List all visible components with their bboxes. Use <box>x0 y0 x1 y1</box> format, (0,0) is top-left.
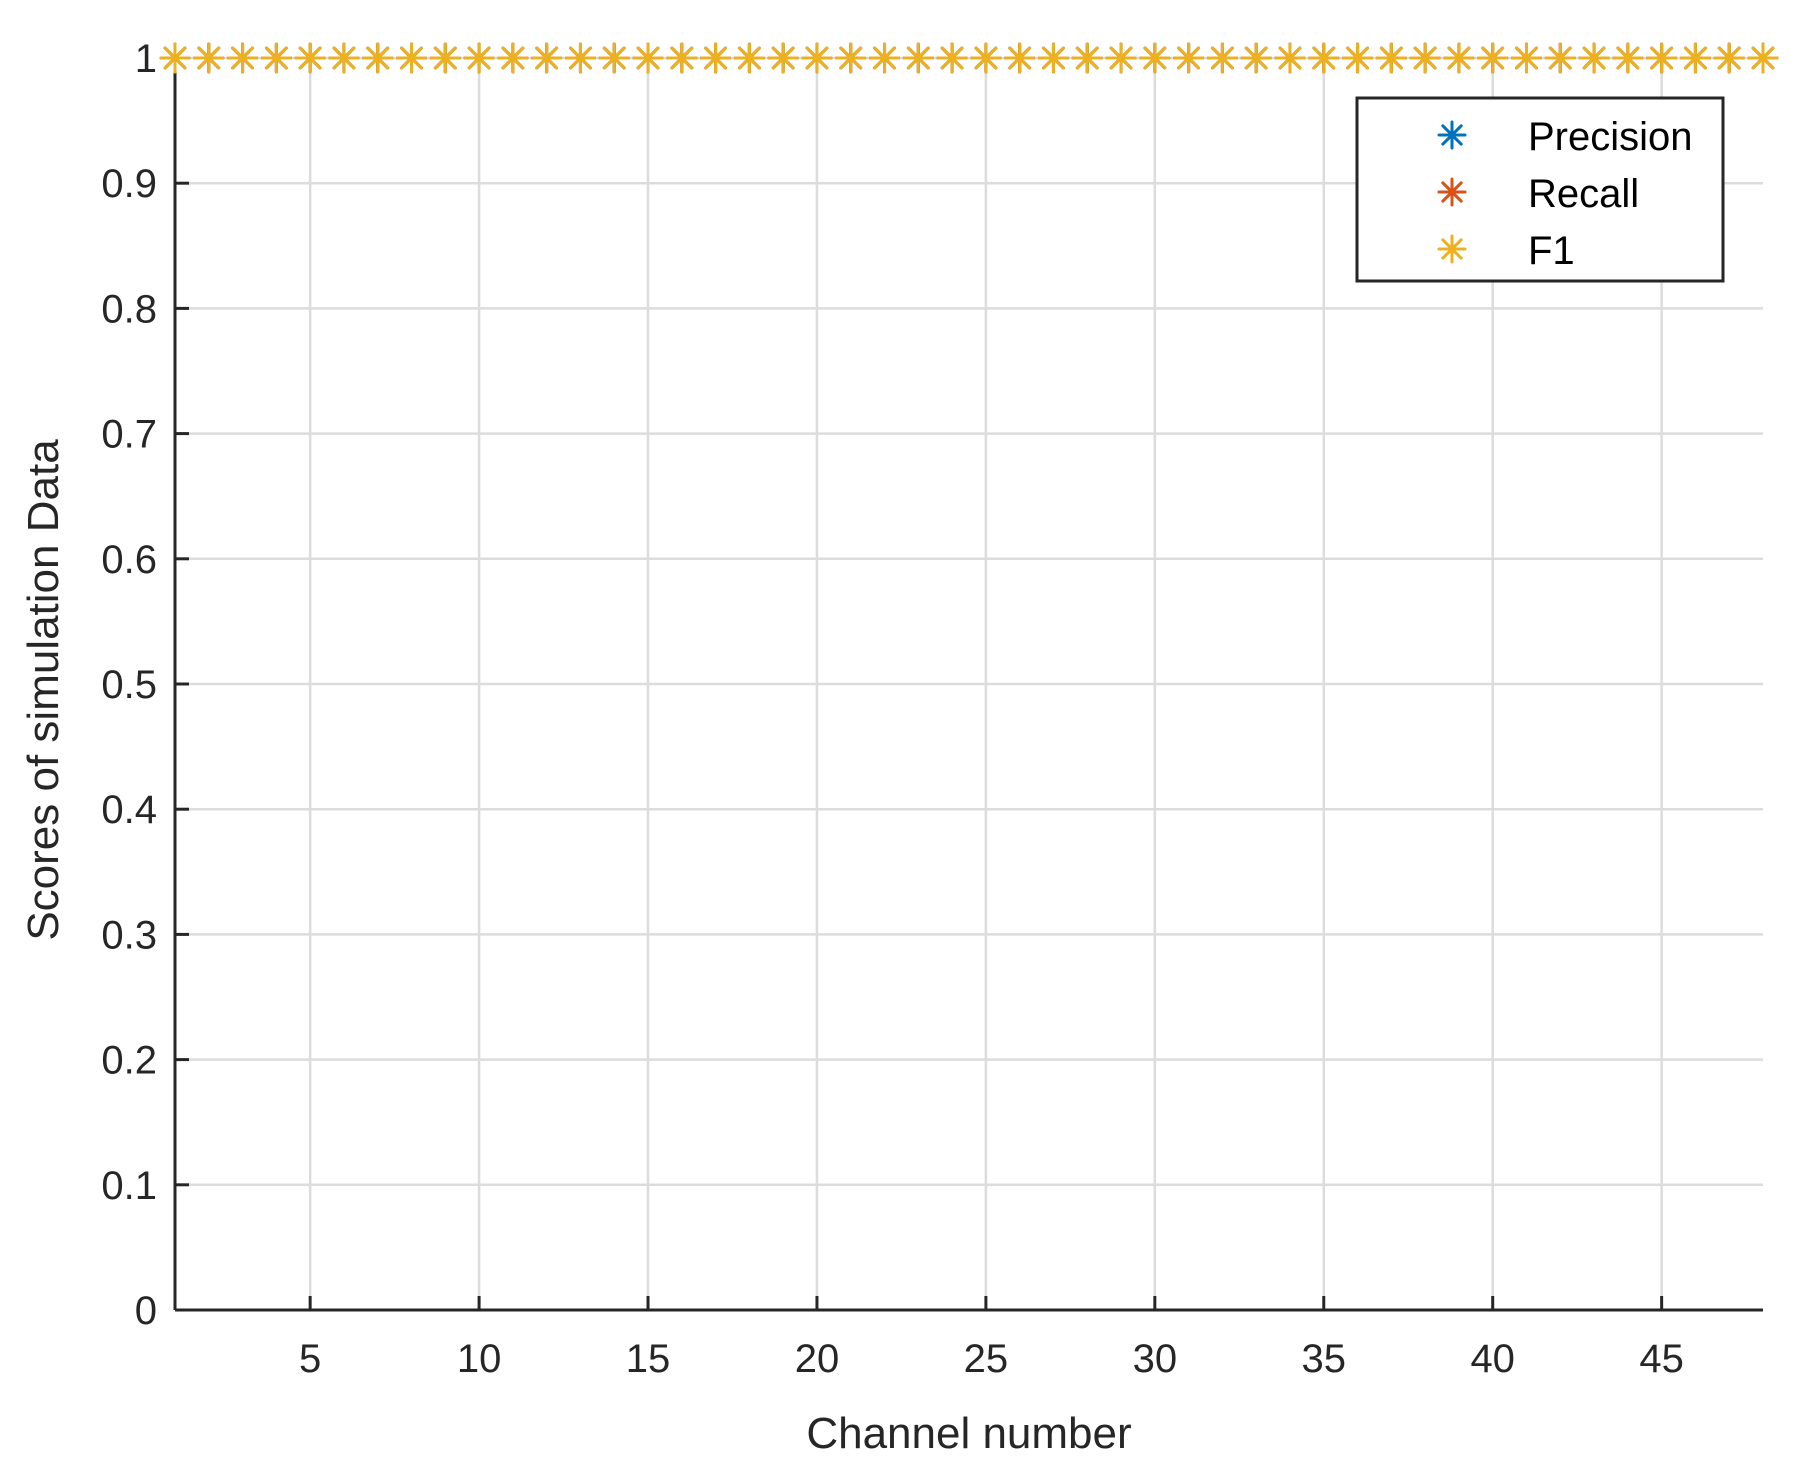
grid-layer <box>175 56 1763 1312</box>
data-point-f1 <box>1713 42 1745 74</box>
data-point-f1 <box>733 42 765 74</box>
data-point-f1 <box>1477 42 1509 74</box>
legend-marker-f1 <box>1437 234 1467 264</box>
data-point-f1 <box>227 42 259 74</box>
data-point-f1 <box>1308 42 1340 74</box>
data-point-f1 <box>1578 42 1610 74</box>
legend-label-recall: Recall <box>1528 172 1639 216</box>
x-tick-label: 45 <box>1639 1337 1684 1381</box>
x-tick-label: 25 <box>964 1337 1009 1381</box>
data-point-f1 <box>666 42 698 74</box>
data-point-f1 <box>1004 42 1036 74</box>
data-point-f1 <box>869 42 901 74</box>
legend: Precision Recall F1 <box>1355 96 1725 283</box>
x-tick-label: 15 <box>626 1337 671 1381</box>
data-point-f1 <box>767 42 799 74</box>
data-point-f1 <box>1646 42 1678 74</box>
data-point-f1 <box>429 42 461 74</box>
data-point-f1 <box>1105 42 1137 74</box>
data-point-f1 <box>260 42 292 74</box>
x-tick-label: 40 <box>1470 1337 1515 1381</box>
legend-markers <box>1437 120 1467 264</box>
data-point-f1 <box>835 42 867 74</box>
data-point-f1 <box>801 42 833 74</box>
x-tick-label: 30 <box>1133 1337 1178 1381</box>
ticks-layer: 5 10 15 20 25 30 35 40 45 0 0.1 0.2 0.3 0.4 0.5 0.6 0.7 0… <box>101 37 1683 1381</box>
data-point-f1 <box>531 42 563 74</box>
x-tick-label: 5 <box>299 1337 321 1381</box>
marks-layer <box>159 42 1779 74</box>
y-tick-label: 0 <box>135 1289 157 1333</box>
y-tick-label: 0.7 <box>101 413 157 457</box>
legend-label-precision: Precision <box>1528 115 1693 159</box>
series-f1 <box>159 42 1779 74</box>
data-point-f1 <box>936 42 968 74</box>
legend-marker-precision <box>1437 120 1467 150</box>
x-tick-label: 10 <box>457 1337 502 1381</box>
legend-label-f1: F1 <box>1528 229 1575 273</box>
y-axis-label: Scores of simulation Data <box>19 439 68 941</box>
data-point-f1 <box>1747 42 1779 74</box>
data-point-f1 <box>1544 42 1576 74</box>
x-tick-label: 35 <box>1302 1337 1347 1381</box>
data-point-f1 <box>902 42 934 74</box>
data-point-f1 <box>294 42 326 74</box>
y-tick-label: 0.2 <box>101 1039 157 1083</box>
data-point-f1 <box>564 42 596 74</box>
data-point-f1 <box>1612 42 1644 74</box>
y-tick-label: 1 <box>135 37 157 81</box>
y-tick-label: 0.1 <box>101 1164 157 1208</box>
data-point-f1 <box>463 42 495 74</box>
y-tick-label: 0.4 <box>101 788 157 832</box>
y-tick-label: 0.3 <box>101 913 157 957</box>
data-point-f1 <box>970 42 1002 74</box>
y-tick-label: 0.5 <box>101 663 157 707</box>
data-point-f1 <box>1139 42 1171 74</box>
data-point-f1 <box>193 42 225 74</box>
data-point-f1 <box>1409 42 1441 74</box>
data-point-f1 <box>1206 42 1238 74</box>
data-point-f1 <box>1679 42 1711 74</box>
data-point-f1 <box>1037 42 1069 74</box>
data-point-f1 <box>328 42 360 74</box>
data-point-f1 <box>497 42 529 74</box>
data-point-f1 <box>632 42 664 74</box>
legend-marker-recall <box>1437 177 1467 207</box>
data-point-f1 <box>1173 42 1205 74</box>
data-point-f1 <box>700 42 732 74</box>
data-point-f1 <box>1240 42 1272 74</box>
data-point-f1 <box>1510 42 1542 74</box>
legend-box <box>1355 96 1725 283</box>
data-point-f1 <box>1443 42 1475 74</box>
data-point-f1 <box>1342 42 1374 74</box>
data-point-f1 <box>598 42 630 74</box>
y-tick-label: 0.9 <box>101 162 157 206</box>
data-point-f1 <box>1274 42 1306 74</box>
data-point-f1 <box>362 42 394 74</box>
y-tick-label: 0.6 <box>101 538 157 582</box>
y-tick-label: 0.8 <box>101 287 157 331</box>
x-tick-label: 20 <box>795 1337 840 1381</box>
data-point-f1 <box>1071 42 1103 74</box>
data-point-f1 <box>1375 42 1407 74</box>
data-point-f1 <box>159 42 191 74</box>
data-point-f1 <box>396 42 428 74</box>
x-axis-label: Channel number <box>806 1409 1131 1458</box>
